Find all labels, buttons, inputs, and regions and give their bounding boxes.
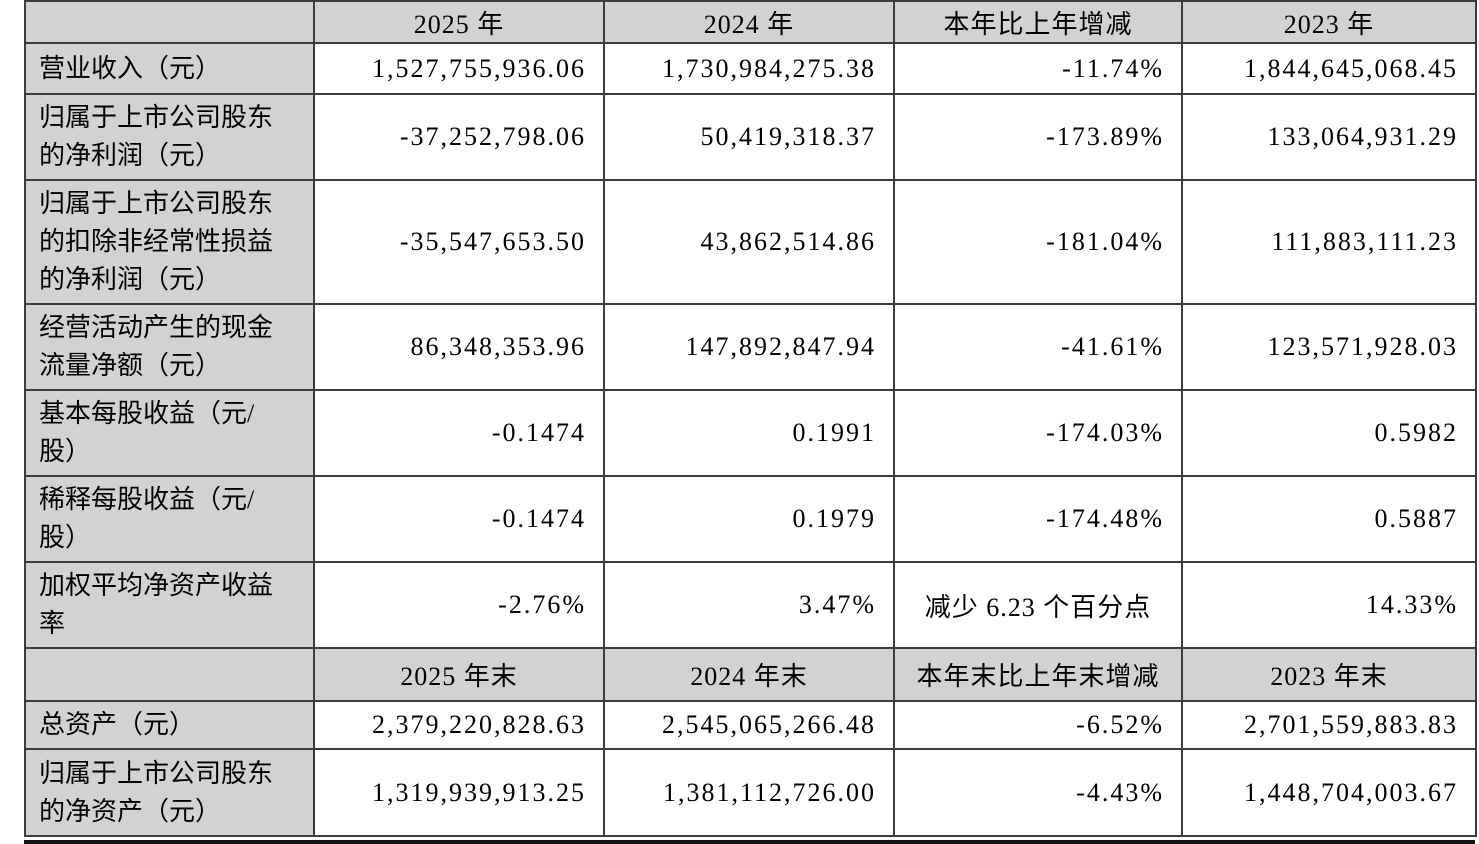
cell-value: -2.76% (313, 561, 605, 649)
column-header: 2023 年 (1181, 0, 1477, 44)
table-row: 总资产（元） 2,379,220,828.63 2,545,065,266.48 -6… (24, 700, 1477, 750)
row-label-header (24, 647, 315, 702)
key-financial-indicators-table: 2025 年 2024 年本年比上年增减 2023 年营业收入（元） 1,527,75… (24, 0, 1477, 837)
cell-value: 0.1979 (603, 475, 895, 563)
cell-value: -174.03% (893, 389, 1183, 477)
cell-value: 50,419,318.37 (603, 93, 895, 181)
cell-value: 1,448,704,003.67 (1181, 748, 1477, 837)
column-header: 2023 年末 (1181, 647, 1477, 702)
row-label: 加权平均净资产收益率 (24, 561, 315, 649)
cell-value: -0.1474 (313, 389, 605, 477)
cell-value: -4.43% (893, 748, 1183, 837)
cell-value: 2,379,220,828.63 (313, 700, 605, 750)
table-row: 基本每股收益（元/股） -0.1474 0.1991 -174.03% 0.5982 (24, 389, 1477, 477)
cell-value: 43,862,514.86 (603, 179, 895, 305)
row-label: 营业收入（元） (24, 42, 315, 95)
table-row: 加权平均净资产收益率 -2.76% 3.47% 减少 6.23 个百分点 14.33% (24, 561, 1477, 649)
row-label: 基本每股收益（元/股） (24, 389, 315, 477)
cell-value: 123,571,928.03 (1181, 303, 1477, 391)
row-label: 归属于上市公司股东的净利润（元） (24, 93, 315, 181)
table-header-row: 2025 年 2024 年本年比上年增减 2023 年 (24, 0, 1477, 44)
cell-value: 133,064,931.29 (1181, 93, 1477, 181)
cell-value: 0.5982 (1181, 389, 1477, 477)
cell-value: 2,545,065,266.48 (603, 700, 895, 750)
table-row: 归属于上市公司股东的扣除非经常性损益的净利润（元） -35,547,653.50 4… (24, 179, 1477, 305)
row-label: 归属于上市公司股东的净资产（元） (24, 748, 315, 837)
row-label: 稀释每股收益（元/股） (24, 475, 315, 563)
cell-value: -6.52% (893, 700, 1183, 750)
row-label: 经营活动产生的现金流量净额（元） (24, 303, 315, 391)
column-header: 2025 年 (313, 0, 605, 44)
cell-value: 减少 6.23 个百分点 (893, 561, 1183, 649)
cell-value: -181.04% (893, 179, 1183, 305)
table-row: 稀释每股收益（元/股） -0.1474 0.1979 -174.48% 0.5887 (24, 475, 1477, 563)
row-label: 总资产（元） (24, 700, 315, 750)
column-header: 本年比上年增减 (893, 0, 1183, 44)
table-row: 归属于上市公司股东的净资产（元） 1,319,939,913.25 1,381,11… (24, 748, 1477, 837)
table-row: 经营活动产生的现金流量净额（元） 86,348,353.96 147,892,847… (24, 303, 1477, 391)
cell-value: 1,381,112,726.00 (603, 748, 895, 837)
table-row: 归属于上市公司股东的净利润（元） -37,252,798.06 50,419,318… (24, 93, 1477, 181)
table-bottom-rule (24, 840, 1475, 844)
cell-value: 1,844,645,068.45 (1181, 42, 1477, 95)
cell-value: 14.33% (1181, 561, 1477, 649)
cell-value: -37,252,798.06 (313, 93, 605, 181)
column-header: 本年末比上年末增减 (893, 647, 1183, 702)
cell-value: 2,701,559,883.83 (1181, 700, 1477, 750)
financial-summary-table: 2025 年 2024 年本年比上年增减 2023 年营业收入（元） 1,527,75… (24, 0, 1477, 844)
cell-value: 0.1991 (603, 389, 895, 477)
table-header-row: 2025 年末 2024 年末 本年末比上年末增减 2023 年末 (24, 647, 1477, 702)
cell-value: 86,348,353.96 (313, 303, 605, 391)
cell-value: 147,892,847.94 (603, 303, 895, 391)
cell-value: -41.61% (893, 303, 1183, 391)
cell-value: 3.47% (603, 561, 895, 649)
cell-value: 111,883,111.23 (1181, 179, 1477, 305)
cell-value: -173.89% (893, 93, 1183, 181)
table-row: 营业收入（元） 1,527,755,936.06 1,730,984,275.38-… (24, 42, 1477, 95)
cell-value: 1,527,755,936.06 (313, 42, 605, 95)
cell-value: -35,547,653.50 (313, 179, 605, 305)
cell-value: 0.5887 (1181, 475, 1477, 563)
row-label: 归属于上市公司股东的扣除非经常性损益的净利润（元） (24, 179, 315, 305)
cell-value: -0.1474 (313, 475, 605, 563)
cell-value: -174.48% (893, 475, 1183, 563)
row-label-header (24, 0, 315, 44)
cell-value: -11.74% (893, 42, 1183, 95)
column-header: 2024 年 (603, 0, 895, 44)
column-header: 2025 年末 (313, 647, 605, 702)
cell-value: 1,730,984,275.38 (603, 42, 895, 95)
column-header: 2024 年末 (603, 647, 895, 702)
cell-value: 1,319,939,913.25 (313, 748, 605, 837)
